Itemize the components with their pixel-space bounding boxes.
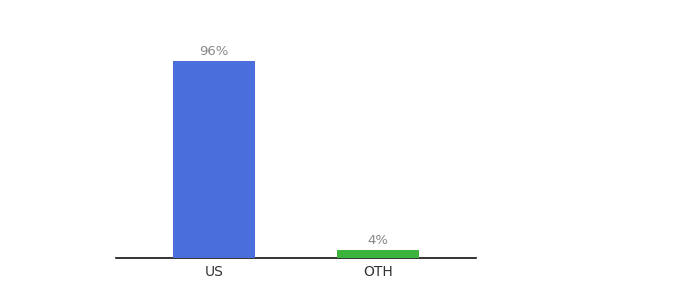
Bar	[173, 61, 255, 258]
Bar	[337, 250, 419, 258]
Text: 96%: 96%	[199, 45, 228, 58]
Text: 4%: 4%	[367, 234, 388, 247]
